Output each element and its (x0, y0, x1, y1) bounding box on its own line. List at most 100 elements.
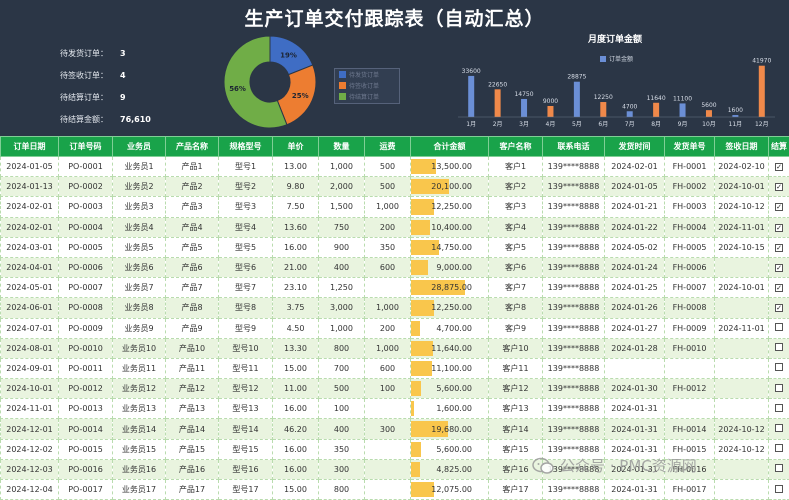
column-header[interactable]: 规格型号 (218, 136, 273, 157)
table-cell[interactable]: 2024-04-01 (0, 256, 59, 279)
table-cell[interactable]: 200 (364, 216, 411, 238)
table-cell[interactable]: 2024-08-01 (0, 337, 59, 359)
table-cell[interactable]: 产品7 (165, 277, 219, 299)
table-cell[interactable]: 2024-01-21 (604, 196, 665, 218)
table-cell[interactable]: 16.00 (272, 236, 319, 258)
table-cell[interactable]: 2024-12-03 (0, 458, 59, 481)
column-header[interactable]: 发货时间 (604, 136, 665, 157)
column-header[interactable]: 订单号码 (58, 136, 113, 157)
table-cell[interactable]: 46.20 (272, 418, 319, 440)
table-cell[interactable]: 13.60 (272, 216, 319, 238)
table-cell[interactable]: 产品1 (165, 155, 219, 178)
table-cell[interactable]: 750 (318, 216, 365, 238)
table-cell[interactable]: 4.50 (272, 317, 319, 339)
table-cell[interactable]: FH-0008 (664, 297, 715, 319)
table-cell[interactable]: 型号2 (218, 176, 273, 198)
table-cell[interactable] (364, 438, 411, 460)
column-header[interactable]: 签收日期 (714, 136, 769, 157)
table-cell[interactable]: 350 (364, 236, 411, 258)
table-cell[interactable]: 139****8888 (542, 176, 605, 198)
table-row[interactable]: 2024-01-05 PO-0001 业务员1 产品1 型号1 13.00 1,000 500… (0, 155, 789, 178)
table-cell[interactable]: 16.00 (272, 398, 319, 420)
amount-cell[interactable]: 12,250.00 (410, 196, 489, 218)
table-cell[interactable]: 139****8888 (542, 196, 605, 218)
table-cell[interactable]: 产品9 (165, 317, 219, 339)
table-cell[interactable]: 350 (318, 438, 365, 460)
table-cell[interactable]: 139****8888 (542, 357, 605, 380)
amount-cell[interactable]: 4,825.00 (410, 458, 489, 481)
checkbox-unchecked[interactable] (775, 383, 783, 392)
table-cell[interactable]: 2024-01-30 (604, 378, 665, 400)
table-cell[interactable]: 1,000 (318, 317, 365, 339)
table-cell[interactable]: PO-0015 (58, 438, 113, 460)
table-cell[interactable]: 产品10 (165, 337, 219, 359)
table-cell[interactable]: 2024-09-01 (0, 357, 59, 380)
table-cell[interactable] (714, 478, 769, 500)
table-cell[interactable]: 产品17 (165, 478, 219, 500)
amount-cell[interactable]: 12,250.00 (410, 297, 489, 319)
table-cell[interactable]: 型号15 (218, 438, 273, 460)
amount-cell[interactable]: 13,500.00 (410, 155, 489, 178)
table-cell[interactable]: 型号11 (218, 357, 273, 380)
table-cell[interactable]: 产品15 (165, 438, 219, 460)
column-header[interactable]: 运费 (364, 136, 411, 157)
table-cell[interactable]: FH-0001 (664, 155, 715, 178)
table-cell[interactable]: 2024-07-01 (0, 317, 59, 339)
table-cell[interactable]: 2024-10-01 (0, 378, 59, 400)
checkbox-unchecked[interactable] (775, 403, 783, 412)
table-cell[interactable]: 业务员5 (112, 236, 166, 258)
table-cell[interactable]: 型号4 (218, 216, 273, 238)
table-cell[interactable]: 产品6 (165, 256, 219, 279)
table-cell[interactable]: 800 (318, 337, 365, 359)
table-row[interactable]: 2024-07-01 PO-0009 业务员9 产品9 型号9 4.50 1,000 200 4… (0, 317, 789, 339)
table-cell[interactable]: PO-0017 (58, 478, 113, 500)
table-cell[interactable] (714, 398, 769, 420)
table-cell[interactable]: 2024-02-01 (0, 196, 59, 218)
amount-cell[interactable]: 5,600.00 (410, 438, 489, 460)
table-cell[interactable]: 2024-10-01 (714, 176, 769, 198)
table-cell[interactable]: 11.00 (272, 378, 319, 400)
checkbox-unchecked[interactable] (775, 323, 783, 332)
table-cell[interactable]: 1,250 (318, 277, 365, 299)
table-cell[interactable]: 产品12 (165, 378, 219, 400)
column-header[interactable]: 合计金额 (410, 136, 489, 157)
table-cell[interactable]: 300 (318, 458, 365, 481)
table-cell[interactable]: 1,000 (318, 155, 365, 178)
table-cell[interactable]: 2024-12-02 (0, 438, 59, 460)
table-cell[interactable]: 15.00 (272, 357, 319, 380)
table-cell[interactable]: 2024-11-01 (0, 398, 59, 420)
table-cell[interactable]: 13.30 (272, 337, 319, 359)
table-cell[interactable]: FH-0012 (664, 378, 715, 400)
table-cell[interactable]: 型号12 (218, 378, 273, 400)
table-cell[interactable]: 2024-01-28 (604, 337, 665, 359)
table-row[interactable]: 2024-01-13 PO-0002 业务员2 产品2 型号2 9.80 2,000 500 2… (0, 176, 789, 198)
checkbox-checked[interactable]: ✓ (775, 183, 783, 192)
table-cell[interactable]: 800 (318, 478, 365, 500)
table-row[interactable]: 2024-06-01 PO-0008 业务员8 产品8 型号8 3.75 3,000 1,00… (0, 297, 789, 319)
amount-cell[interactable]: 20,100.00 (410, 176, 489, 198)
amount-cell[interactable]: 28,875.00 (410, 277, 489, 299)
table-cell[interactable] (714, 357, 769, 380)
column-header[interactable]: 发货单号 (664, 136, 715, 157)
table-cell[interactable]: 型号7 (218, 277, 273, 299)
column-header[interactable]: 结算 (768, 136, 789, 157)
table-cell[interactable]: 产品5 (165, 236, 219, 258)
table-cell[interactable]: 2024-10-15 (714, 236, 769, 258)
table-row[interactable]: 2024-10-01 PO-0012 业务员12 产品12 型号12 11.00 500 10… (0, 378, 789, 400)
table-cell[interactable]: 产品2 (165, 176, 219, 198)
table-cell[interactable]: 客户8 (488, 297, 543, 319)
table-cell[interactable] (664, 398, 715, 420)
table-cell[interactable] (604, 357, 665, 380)
column-header[interactable]: 单价 (272, 136, 319, 157)
table-cell[interactable]: 400 (318, 418, 365, 440)
amount-cell[interactable]: 4,700.00 (410, 317, 489, 339)
table-cell[interactable]: 21.00 (272, 256, 319, 279)
amount-cell[interactable]: 1,600.00 (410, 398, 489, 420)
table-cell[interactable]: PO-0004 (58, 216, 113, 238)
table-cell[interactable]: 2024-11-01 (714, 216, 769, 238)
table-cell[interactable]: FH-0003 (664, 196, 715, 218)
table-cell[interactable]: 23.10 (272, 277, 319, 299)
table-cell[interactable]: 产品13 (165, 398, 219, 420)
table-cell[interactable]: 业务员3 (112, 196, 166, 218)
table-cell[interactable]: 139****8888 (542, 216, 605, 238)
